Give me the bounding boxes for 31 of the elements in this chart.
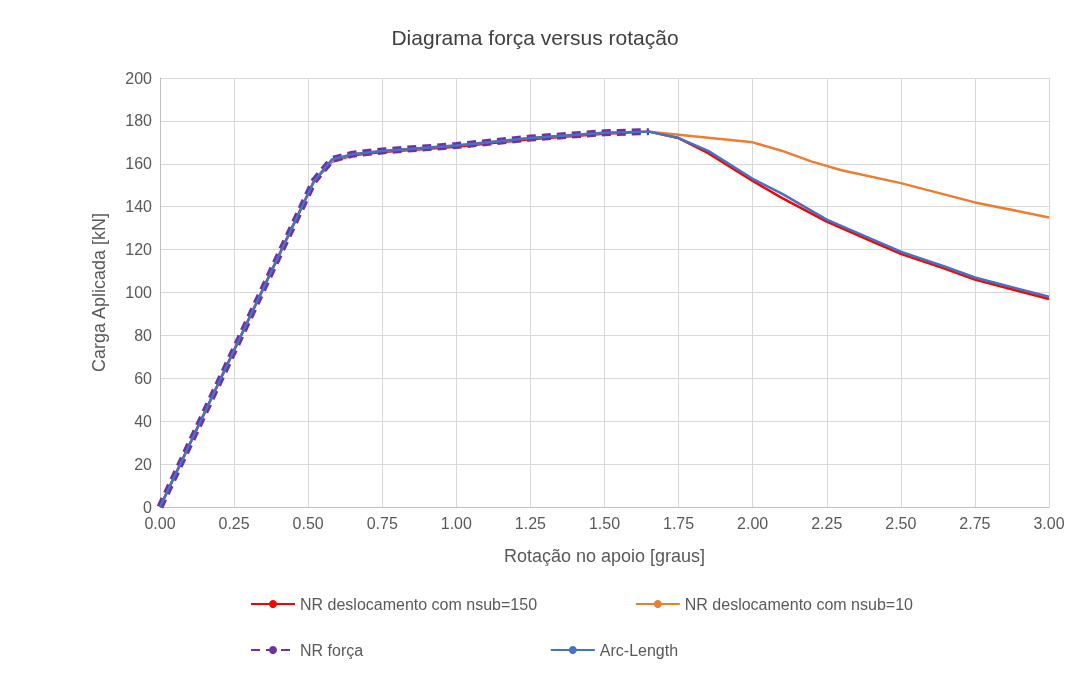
x-tick-label: 2.25: [811, 514, 843, 532]
x-tick-label: 0.25: [218, 514, 250, 532]
y-tick-label: 120: [125, 241, 153, 259]
y-tick-label: 40: [134, 412, 153, 430]
x-tick-label: 2.75: [959, 514, 991, 532]
legend-label: NR força: [300, 641, 470, 659]
x-tick-label: 2.50: [885, 514, 917, 532]
x-tick-label: 0.50: [292, 514, 324, 532]
x-tick-label: 1.25: [514, 514, 547, 532]
y-tick-label: 0: [143, 498, 153, 516]
y-axis-title: Carga Aplicada [kN]: [89, 212, 109, 373]
y-tick-label: 160: [125, 155, 153, 173]
y-tick-label: 200: [125, 69, 153, 87]
x-tick-label: 0.00: [144, 514, 176, 532]
chart-title: Diagrama força versus rotação: [391, 26, 679, 49]
y-tick-label: 80: [134, 326, 153, 344]
y-tick-label: 20: [134, 455, 153, 473]
legend-label: NR deslocamento com nsub=150: [300, 595, 555, 613]
x-tick-label: 0.75: [366, 514, 398, 532]
y-tick-label: 180: [125, 112, 153, 130]
x-tick-label: 1.75: [663, 514, 695, 532]
y-tick-label: 100: [125, 284, 153, 301]
y-tick-label: 60: [134, 369, 153, 387]
x-tick-label: 2.00: [737, 514, 769, 532]
x-axis-title: Rotação no apoio [graus]: [503, 546, 706, 566]
x-tick-label: 1.00: [440, 514, 473, 532]
x-tick-label: 3.00: [1033, 514, 1065, 532]
x-tick-label: 1.50: [588, 514, 621, 532]
y-tick-label: 140: [125, 198, 153, 216]
legend-label: NR deslocamento com nsub=10: [684, 595, 936, 613]
legend-label: Arc-Length: [599, 641, 776, 659]
